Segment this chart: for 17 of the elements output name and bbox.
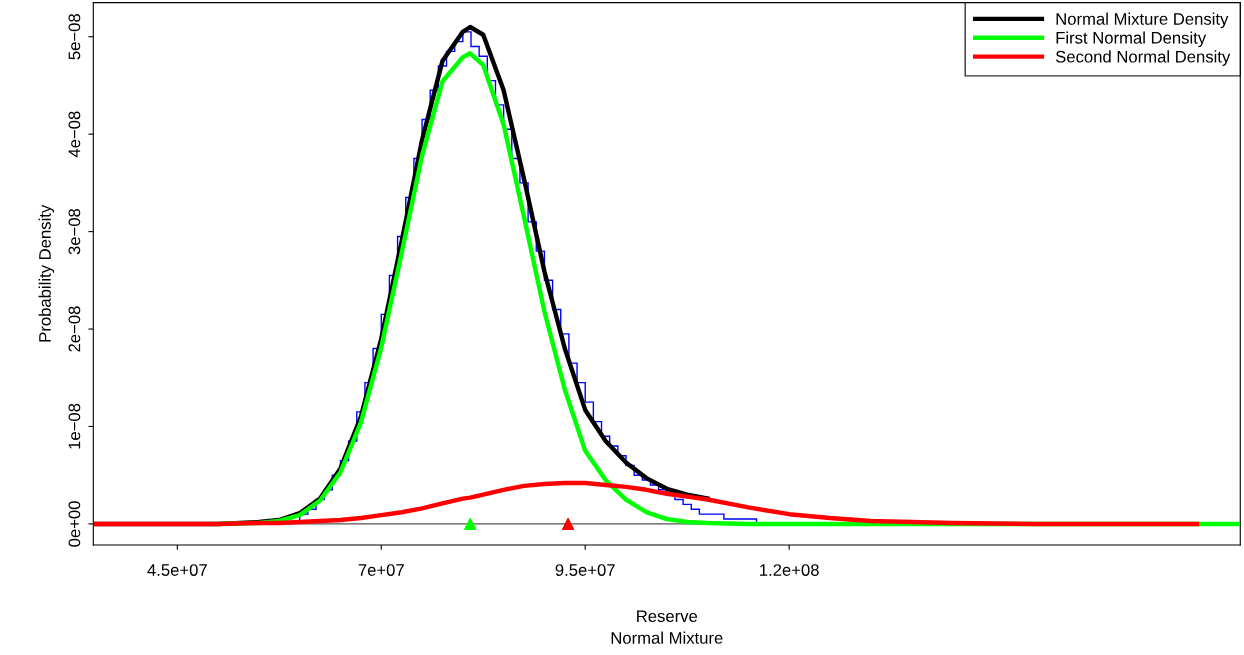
y-tick-label: 0e+00 bbox=[68, 501, 81, 547]
legend-label: First Normal Density bbox=[1056, 31, 1207, 48]
legend-label: Second Normal Density bbox=[1055, 50, 1231, 66]
y-tick-label: 4e−08 bbox=[68, 111, 81, 158]
legend-label: Normal Mixture Density bbox=[1056, 12, 1229, 29]
y-tick-label: 3e−08 bbox=[68, 208, 81, 255]
y-tick-label: 1e−08 bbox=[68, 403, 81, 449]
line-series bbox=[93, 480, 1200, 527]
x-tick-label: 7e+07 bbox=[358, 564, 404, 576]
x-tick-label: 1.2e+08 bbox=[760, 564, 819, 576]
y-axis-title: Probability Density bbox=[38, 204, 55, 342]
x-tick-label: 4.5e+07 bbox=[147, 564, 207, 576]
y-tick-label: 5e−08 bbox=[68, 14, 81, 60]
text: Normal Mixture bbox=[611, 631, 723, 644]
y-tick-label: 2e−08 bbox=[68, 306, 81, 352]
x-tick-label: 9.5e+07 bbox=[555, 564, 615, 576]
x-axis-title: Reserve bbox=[637, 610, 698, 623]
